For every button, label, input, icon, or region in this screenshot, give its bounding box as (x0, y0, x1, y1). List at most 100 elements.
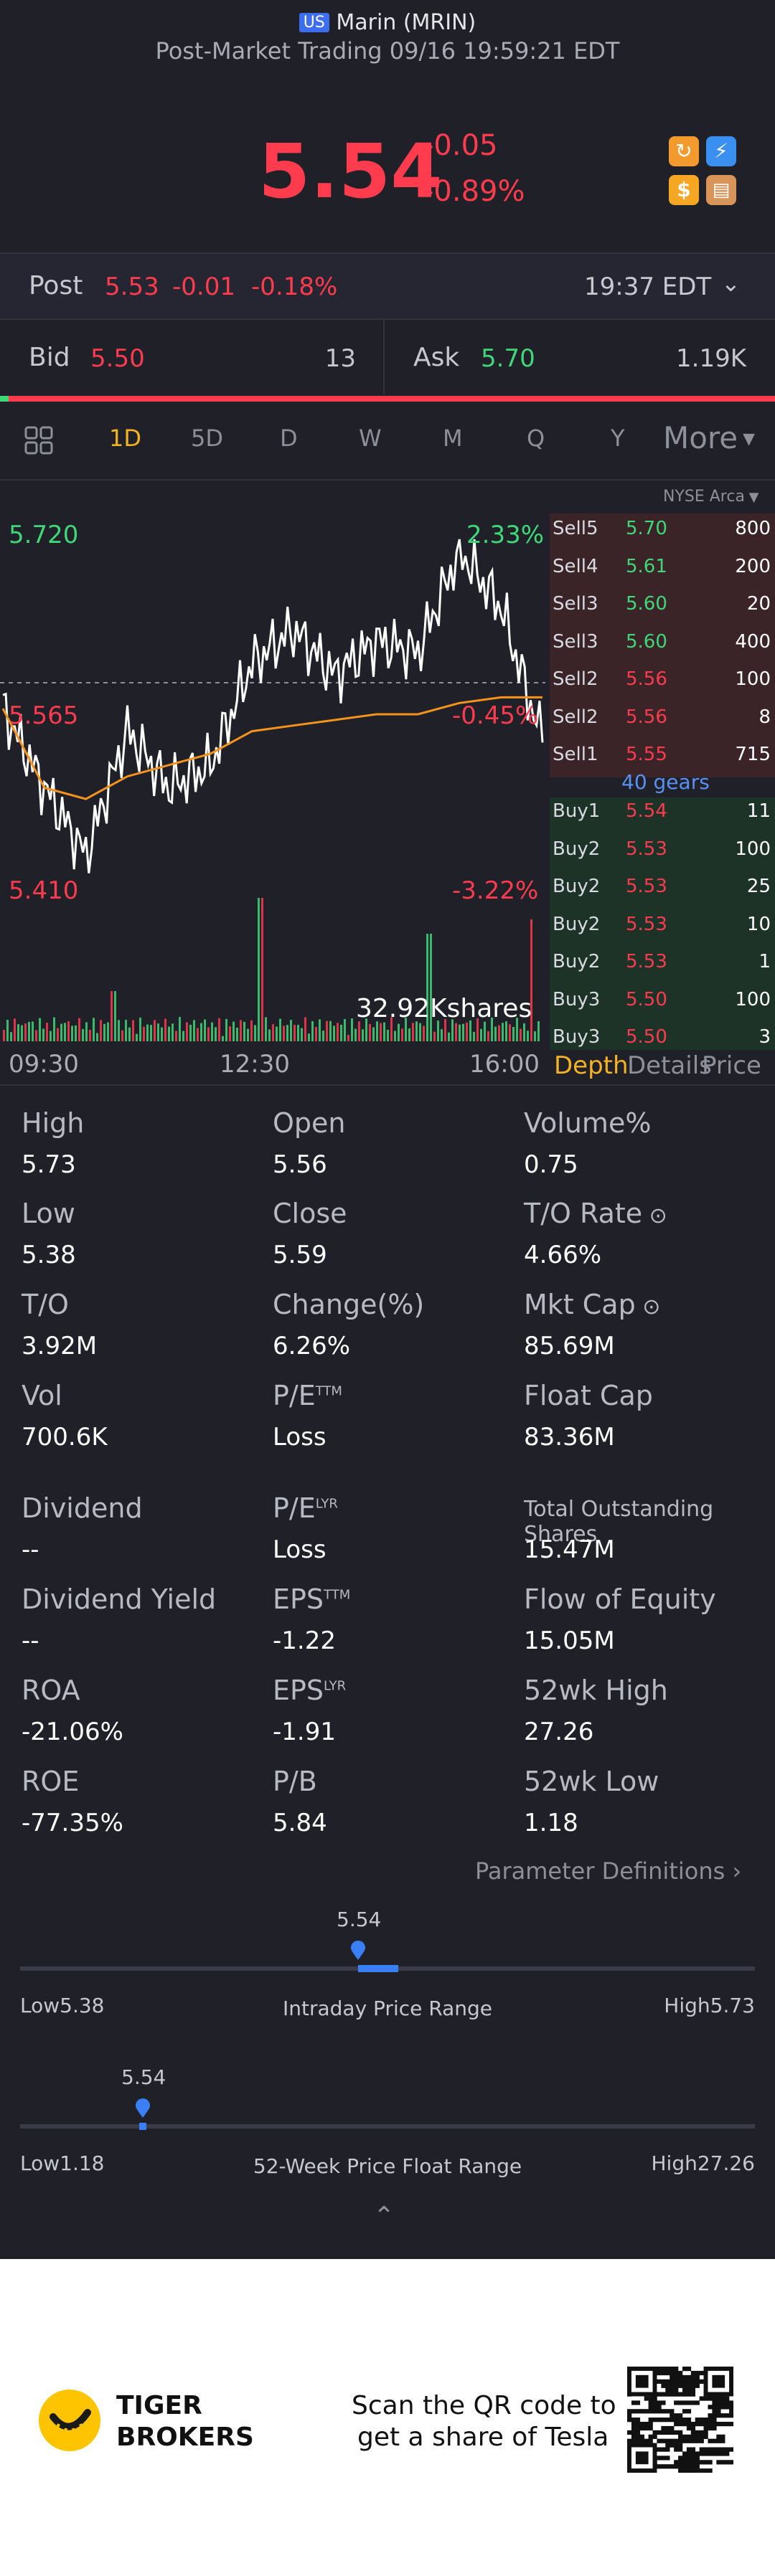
courses-icon[interactable]: ▤ (706, 175, 736, 205)
buy-order-row[interactable]: Buy1 5.54 11 (551, 793, 775, 830)
volume-bar (308, 1033, 310, 1041)
sell-order-row[interactable]: Sell3 5.60 400 (551, 624, 775, 661)
parameter-definitions-link[interactable]: Parameter Definitions › (475, 1857, 741, 1885)
tab-5d[interactable]: 5D (191, 425, 223, 452)
brand-line1: TIGER (116, 2391, 202, 2420)
volume-bar (57, 1028, 59, 1041)
tab-y[interactable]: Y (611, 425, 625, 452)
sell-order-row[interactable]: Sell2 5.56 100 (551, 661, 775, 699)
bid-ask-row: Bid 5.50 13 Ask 5.70 1.19K (0, 320, 775, 394)
stat-roa-label: ROA (22, 1675, 80, 1706)
volume-bar (394, 1031, 396, 1041)
tab-details[interactable]: Details (627, 1051, 712, 1080)
divider (0, 479, 775, 480)
stat-label-text: Mkt Cap (524, 1289, 636, 1320)
volume-bar (71, 1026, 73, 1041)
post-row[interactable]: Post 5.53 -0.01 -0.18% 19:37 EDT ⌄ (0, 254, 775, 318)
volume-bar (89, 1030, 91, 1041)
more-button[interactable]: More ▼ (663, 420, 755, 455)
stock-name: Marin (MRIN) (336, 10, 476, 35)
volume-bar (337, 1023, 339, 1041)
layout-grid-icon[interactable] (24, 426, 53, 455)
divider (0, 1084, 775, 1086)
volume-bar (143, 1026, 145, 1041)
week52-title: 52-Week Price Float Range (253, 2154, 522, 2178)
stat-float-cap-label: Float Cap (524, 1380, 653, 1411)
tab-m[interactable]: M (443, 425, 463, 452)
sell-order-row[interactable]: Sell4 5.61 200 (551, 549, 775, 586)
info-icon[interactable]: ⊙ (642, 1203, 667, 1228)
chevron-down-icon[interactable]: ⌄ (721, 270, 741, 297)
volume-bar (451, 1019, 454, 1041)
sell-order-row[interactable]: Sell2 5.56 8 (551, 699, 775, 737)
volume-bar (229, 1026, 231, 1041)
sell-quantity: 800 (735, 518, 771, 539)
info-icon[interactable]: ⊙ (635, 1294, 661, 1320)
stat-total-shares-value: 15.47M (524, 1535, 615, 1564)
buy-level-label: Buy1 (553, 800, 601, 822)
tab-1d[interactable]: 1D (109, 425, 141, 452)
sell-order-row[interactable]: Sell5 5.70 800 (551, 511, 775, 548)
buy-order-row[interactable]: Buy2 5.53 10 (551, 906, 775, 944)
last-price: 5.54 (258, 128, 443, 215)
volume-bar (39, 1018, 41, 1041)
price-change-pct: -0.89% (423, 175, 525, 208)
tab-w[interactable]: W (359, 425, 382, 452)
sell-order-row[interactable]: Sell1 5.55 715 (551, 737, 775, 774)
volume-bar (491, 1017, 493, 1041)
dollar-icon[interactable]: $ (669, 175, 699, 205)
exchange-selector[interactable]: NYSE Arca ▼ (663, 488, 759, 506)
volume-bar (186, 1022, 188, 1041)
volume-bar (250, 1020, 253, 1041)
buy-order-row[interactable]: Buy2 5.53 100 (551, 831, 775, 868)
qr-code-icon[interactable] (627, 2367, 733, 2473)
time-label-close: 16:00 (469, 1050, 540, 1079)
buy-order-row[interactable]: Buy3 5.50 100 (551, 982, 775, 1019)
stat-label-text: T/O (22, 1289, 69, 1320)
volume-bar (354, 1028, 357, 1041)
gears-label[interactable]: 40 gears (621, 770, 710, 794)
stat-roe-value: -77.35% (22, 1809, 123, 1837)
stat-wk52-high-value: 27.26 (524, 1718, 594, 1746)
tab-q[interactable]: Q (527, 425, 545, 452)
flash-icon[interactable]: ⚡ (706, 136, 736, 166)
volume-bar (290, 1020, 292, 1041)
volume-bar (261, 898, 263, 1041)
stat-mkt-cap-label[interactable]: Mkt Cap ⊙ (524, 1289, 660, 1320)
volume-bar (448, 1032, 450, 1041)
avg-price-line (1, 696, 542, 800)
volume-bar (502, 1023, 504, 1041)
volume-bar (146, 1024, 149, 1041)
more-label: More (663, 420, 738, 455)
volume-bar (344, 1018, 346, 1041)
tab-d[interactable]: D (280, 425, 298, 452)
stat-to-rate-label[interactable]: T/O Rate ⊙ (524, 1198, 667, 1229)
buy-order-row[interactable]: Buy2 5.53 1 (551, 944, 775, 981)
post-change: -0.01 (172, 273, 235, 301)
stat-pe-lyr-label: P/ELYR (273, 1492, 338, 1524)
stat-div-yield-value: -- (22, 1626, 39, 1655)
stat-label-text: Dividend (22, 1492, 143, 1524)
collapse-chevron-icon[interactable]: ⌃ (373, 2202, 395, 2231)
volume-bar (537, 1021, 540, 1041)
stat-label-text: Low (22, 1198, 75, 1229)
buy-price: 5.54 (626, 800, 667, 822)
tab-price[interactable]: Price (702, 1051, 761, 1080)
volume-bar (516, 1018, 518, 1041)
price-line (2, 539, 544, 873)
divider (383, 320, 385, 394)
buy-quantity: 3 (758, 1026, 771, 1048)
sell-price: 5.55 (626, 744, 667, 765)
stat-label-text: Dividend Yield (22, 1583, 217, 1615)
sell-order-row[interactable]: Sell3 5.60 20 (551, 586, 775, 623)
volume-bar (319, 1019, 321, 1041)
volume-bar (315, 1026, 317, 1041)
options-icon[interactable]: ↻ (669, 136, 699, 166)
stat-label-text: 52wk High (524, 1675, 668, 1706)
volume-bar (114, 991, 116, 1041)
volume-bar (200, 1023, 202, 1041)
buy-order-row[interactable]: Buy2 5.53 25 (551, 868, 775, 906)
tab-depth[interactable]: Depth (554, 1051, 629, 1080)
buy-order-row[interactable]: Buy3 5.50 3 (551, 1019, 775, 1056)
intraday-chart[interactable] (0, 502, 545, 1047)
